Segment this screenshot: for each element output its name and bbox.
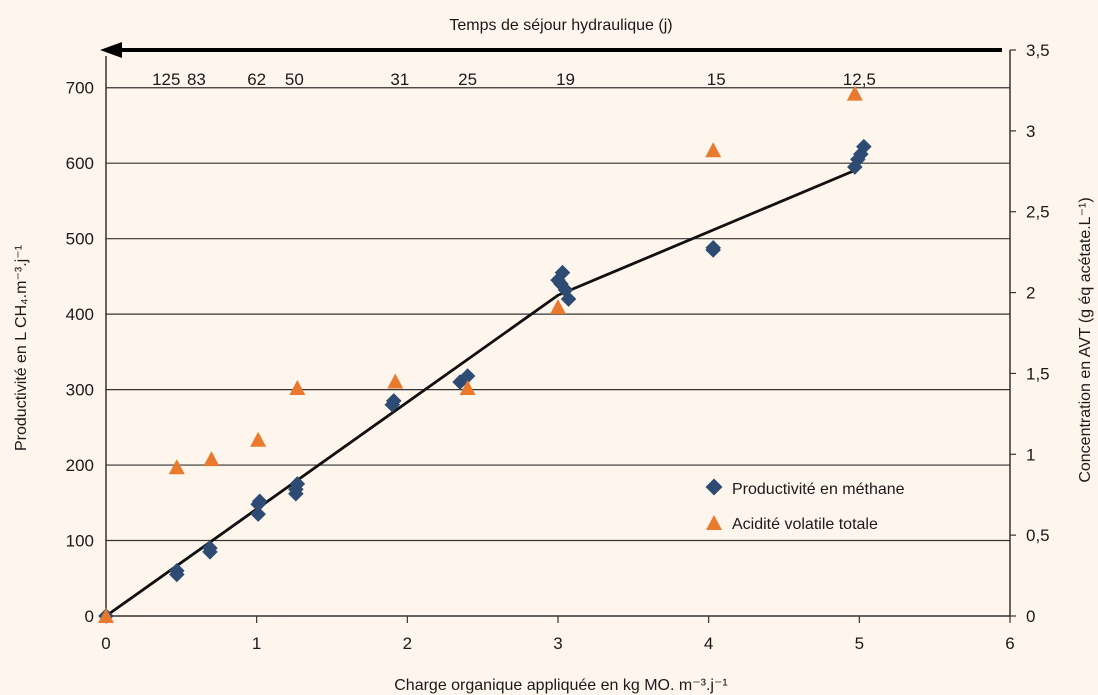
avt-point-3 <box>250 431 267 447</box>
top-tick-label-3: 50 <box>285 70 304 89</box>
avt-point-2 <box>203 451 220 467</box>
avt-point-7 <box>550 299 566 315</box>
top-arrow-head <box>100 42 122 58</box>
y2-tick-label-2: 1 <box>1026 445 1035 464</box>
x-tick-label-4: 4 <box>704 634 713 653</box>
x-tick-label-6: 6 <box>1005 634 1014 653</box>
y2-tick-label-3: 1,5 <box>1026 364 1050 383</box>
y-tick-label-2: 200 <box>66 456 94 475</box>
y2-tick-label-6: 3 <box>1026 122 1035 141</box>
x-tick-label-3: 3 <box>553 634 562 653</box>
x-tick-label-0: 0 <box>101 634 110 653</box>
avt-point-5 <box>387 373 404 389</box>
avt-point-0 <box>98 608 114 623</box>
top-tick-label-7: 15 <box>707 70 726 89</box>
y-tick-label-6: 600 <box>66 154 94 173</box>
y2-tick-label-0: 0 <box>1026 607 1035 626</box>
avt-point-1 <box>168 459 185 475</box>
x-tick-label-5: 5 <box>855 634 864 653</box>
top-tick-label-8: 12,5 <box>843 70 876 89</box>
y2-tick-label-4: 2 <box>1026 284 1035 303</box>
legend-avt-label: Acidité volatile totale <box>732 516 878 533</box>
y2-tick-label-1: 0,5 <box>1026 526 1050 545</box>
y-tick-label-4: 400 <box>66 305 94 324</box>
top-tick-label-6: 19 <box>556 70 575 89</box>
x-axis-title: Charge organique appliquée en kg MO. m⁻³… <box>394 677 728 694</box>
avt-point-4 <box>289 379 306 395</box>
methane-point-21 <box>705 239 721 256</box>
gridlines <box>106 87 1010 542</box>
axes <box>100 42 1016 623</box>
top-tick-label-5: 25 <box>458 70 477 89</box>
y2-tick-label-5: 2,5 <box>1026 203 1050 222</box>
top-axis-title: Temps de séjour hydraulique (j) <box>449 17 672 34</box>
x-tick-label-2: 2 <box>403 634 412 653</box>
legend: Productivité en méthane Acidité volatile… <box>705 478 905 533</box>
avt-point-6 <box>459 379 476 395</box>
y2-axis-title: Concentration en AVT (g éq acétate.L⁻¹) <box>1077 197 1094 482</box>
methane-point-25 <box>856 138 872 155</box>
y-axis-title: Productivité en L CH₄.m⁻³.j⁻¹ <box>13 245 30 451</box>
methane-point-2 <box>169 562 185 579</box>
x-tick-label-1: 1 <box>252 634 261 653</box>
top-tick-label-2: 62 <box>247 70 266 89</box>
y-tick-label-0: 0 <box>85 607 94 626</box>
legend-methane-marker <box>705 478 723 496</box>
top-tick-label-4: 31 <box>390 70 409 89</box>
avt-point-9 <box>846 85 863 101</box>
tick-labels: 0 100 200 300 400 500 600 700 0 0,5 1 1,5 2 2,5 3 3,5 0 1… <box>66 41 1050 653</box>
y-tick-label-1: 100 <box>66 532 94 551</box>
y2-tick-label-7: 3,5 <box>1026 41 1050 60</box>
legend-methane-label: Productivité en méthane <box>732 481 905 498</box>
y-tick-label-5: 500 <box>66 230 94 249</box>
top-tick-label-1: 83 <box>187 70 206 89</box>
avt-point-8 <box>705 142 722 158</box>
y-tick-label-3: 300 <box>66 381 94 400</box>
y-tick-label-7: 700 <box>66 79 94 98</box>
methane-point-4 <box>202 540 218 556</box>
top-tick-label-0: 125 <box>152 70 180 89</box>
legend-avt-marker <box>706 515 722 530</box>
